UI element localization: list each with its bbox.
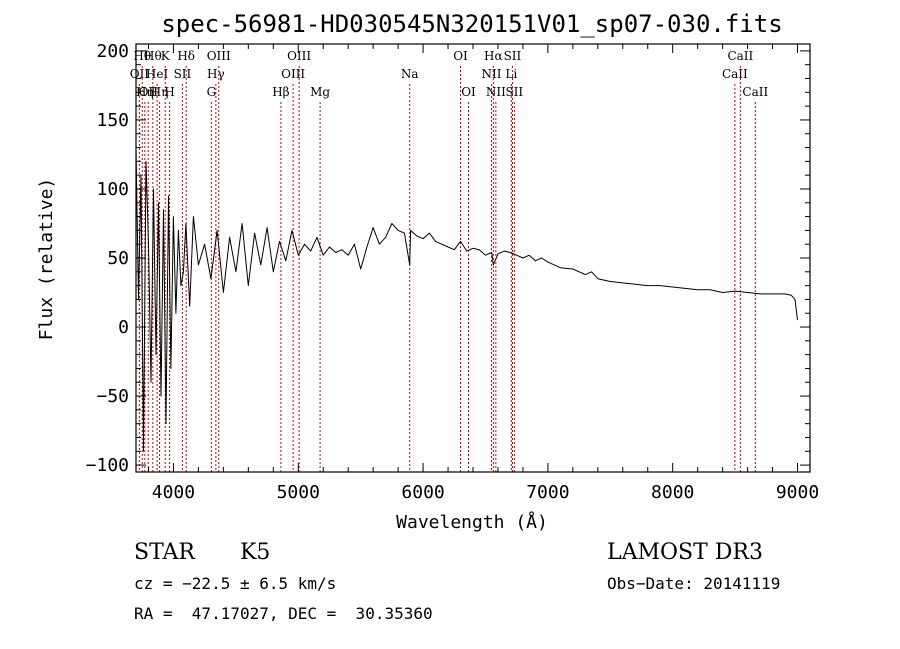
survey-name: LAMOST DR3 — [607, 540, 763, 565]
observation-date: Obs−Date: 20141119 — [607, 574, 781, 593]
spectral-line-label: OIII — [281, 67, 305, 81]
spectral-line-label: CaII — [722, 67, 748, 81]
spectral-line-label: Mg — [310, 85, 330, 99]
spectral-line-label: Na — [401, 67, 419, 81]
spectral-line-label: Hη — [151, 85, 169, 99]
x-axis-label: Wavelength (Å) — [396, 511, 548, 533]
x-tick-label: 8000 — [651, 482, 694, 503]
spectrum-series — [135, 147, 798, 452]
spectral-line-label: Hβ — [272, 85, 289, 99]
spectral-line-label: SII — [504, 49, 522, 63]
spectral-line-label: H — [164, 85, 174, 99]
spectral-line-label: SII — [174, 67, 192, 81]
spectral-line-label: OI — [453, 49, 468, 63]
spectral-subclass: K5 — [240, 540, 271, 565]
x-tick-label: 4000 — [152, 482, 195, 503]
spectral-line-label: Hη — [136, 85, 154, 99]
x-tick-label: 9000 — [776, 482, 819, 503]
spectral-line-label: OIII — [207, 49, 231, 63]
plot-frame — [135, 43, 811, 473]
y-tick-label: 0 — [118, 317, 129, 338]
spectral-line-label: Li — [505, 67, 517, 81]
spectral-line-label: OIII — [287, 49, 311, 63]
spectral-line-label: NII — [481, 67, 501, 81]
spectral-line-label: CaII — [727, 49, 753, 63]
redshift-velocity: cz = −22.5 ± 6.5 km/s — [134, 574, 337, 593]
x-tick-label: 7000 — [526, 482, 569, 503]
y-tick-label: −50 — [96, 386, 129, 407]
y-tick-label: −100 — [86, 455, 129, 476]
y-tick-label: 200 — [96, 41, 129, 62]
spectral-line-label: Hδ — [177, 49, 195, 63]
sky-coordinates: RA = 47.17027, DEC = 30.35360 — [134, 604, 433, 623]
spectral-line-label: HeI — [146, 67, 169, 81]
y-tick-label: 150 — [96, 110, 129, 131]
spectral-line-markers: OIIHθHηOIIHθHeIHηKHSIIHδGHγOIIIHβOIIIOII… — [130, 49, 768, 472]
y-tick-label: 50 — [107, 248, 129, 269]
spectral-line-label: Hγ — [207, 67, 225, 81]
spectral-line-label: OII — [130, 67, 150, 81]
y-axis-label: Flux (relative) — [36, 178, 57, 341]
y-tick-label: 100 — [96, 179, 129, 200]
object-class: STAR — [134, 540, 195, 565]
spectral-line-label: SII — [505, 85, 523, 99]
axis-ticks: 4000 5000 6000 7000 8000 9000 −100 −50 0 50 100 150… — [86, 41, 820, 503]
x-tick-label: 5000 — [277, 482, 320, 503]
spectral-line-label: Hα — [484, 49, 503, 63]
spectral-line-label: Hθ — [144, 49, 162, 63]
spectral-line-label: K — [161, 49, 171, 63]
spectral-line-label: NII — [486, 85, 506, 99]
spectral-line-label: G — [207, 85, 217, 99]
x-tick-label: 6000 — [401, 482, 444, 503]
chart-title: spec-56981-HD030545N320151V01_sp07-030.f… — [161, 10, 782, 38]
spectral-line-label: Hθ — [133, 49, 151, 63]
spectral-line-label: CaII — [742, 85, 768, 99]
spectral-line-label: OI — [461, 85, 476, 99]
spectrum-line — [135, 147, 798, 452]
